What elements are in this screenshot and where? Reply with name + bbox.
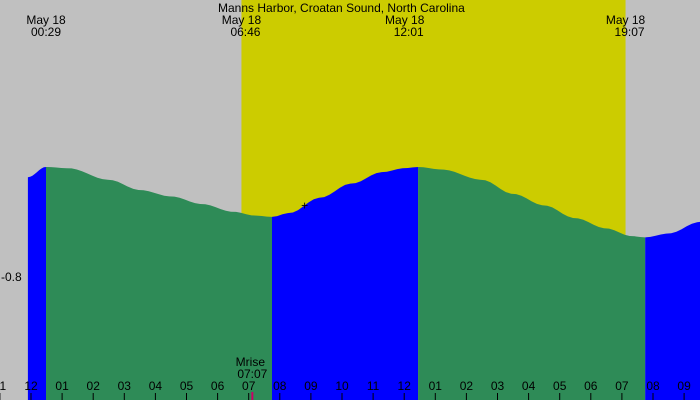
- sun-event-time: 19:07: [615, 25, 645, 39]
- moonrise-time: 07:07: [237, 367, 267, 381]
- x-tick-label: 10: [335, 379, 349, 393]
- x-tick-label: 08: [273, 379, 287, 393]
- x-tick-label: 12: [398, 379, 412, 393]
- sun-event-date: May 18: [385, 13, 425, 27]
- x-tick-label: 02: [87, 379, 101, 393]
- x-tick-label: 06: [584, 379, 598, 393]
- tide-falling-segment: [46, 167, 272, 400]
- sun-event-date: May 18: [606, 13, 646, 27]
- x-tick-label: 03: [118, 379, 132, 393]
- x-tick-marks: [0, 392, 685, 400]
- x-tick-label: 11: [367, 379, 380, 393]
- tide-rising-segment: [272, 167, 419, 400]
- x-tick-label: 07: [615, 379, 629, 393]
- x-tick-label: 05: [553, 379, 567, 393]
- chart-title: Manns Harbor, Croatan Sound, North Carol…: [218, 1, 465, 15]
- tide-extreme-date: May 18: [26, 13, 66, 27]
- x-tick-label: 05: [180, 379, 194, 393]
- chart-labels: Manns Harbor, Croatan Sound, North Carol…: [0, 1, 691, 393]
- x-tick-label: 04: [149, 379, 163, 393]
- x-tick-label: 06: [211, 379, 225, 393]
- x-tick-label: 02: [460, 379, 474, 393]
- x-tick-label: 09: [304, 379, 318, 393]
- x-tick-label: 08: [646, 379, 660, 393]
- x-tick-label: 03: [491, 379, 505, 393]
- current-tide-marker: +: [301, 198, 308, 212]
- tide-rising-segment: [27, 167, 46, 400]
- sun-event-date: May 18: [222, 13, 262, 27]
- tide-rising-segment: [645, 221, 700, 400]
- y-tick-label: -0.8: [1, 270, 22, 284]
- x-tick-label: 04: [522, 379, 536, 393]
- moonrise-label: Mrise: [236, 355, 266, 369]
- x-tick-label: 01: [55, 379, 69, 393]
- tide-extreme-time: 00:29: [31, 25, 61, 39]
- x-tick-label: 12: [24, 379, 38, 393]
- x-tick-label: 01: [429, 379, 443, 393]
- x-tick-label: 07: [242, 379, 256, 393]
- sun-event-time: 12:01: [394, 25, 424, 39]
- sun-event-time: 06:46: [230, 25, 260, 39]
- x-tick-label: 11: [0, 379, 6, 393]
- x-tick-label: 09: [677, 379, 691, 393]
- tide-falling-segment: [418, 167, 646, 400]
- tide-area-group: [27, 167, 700, 400]
